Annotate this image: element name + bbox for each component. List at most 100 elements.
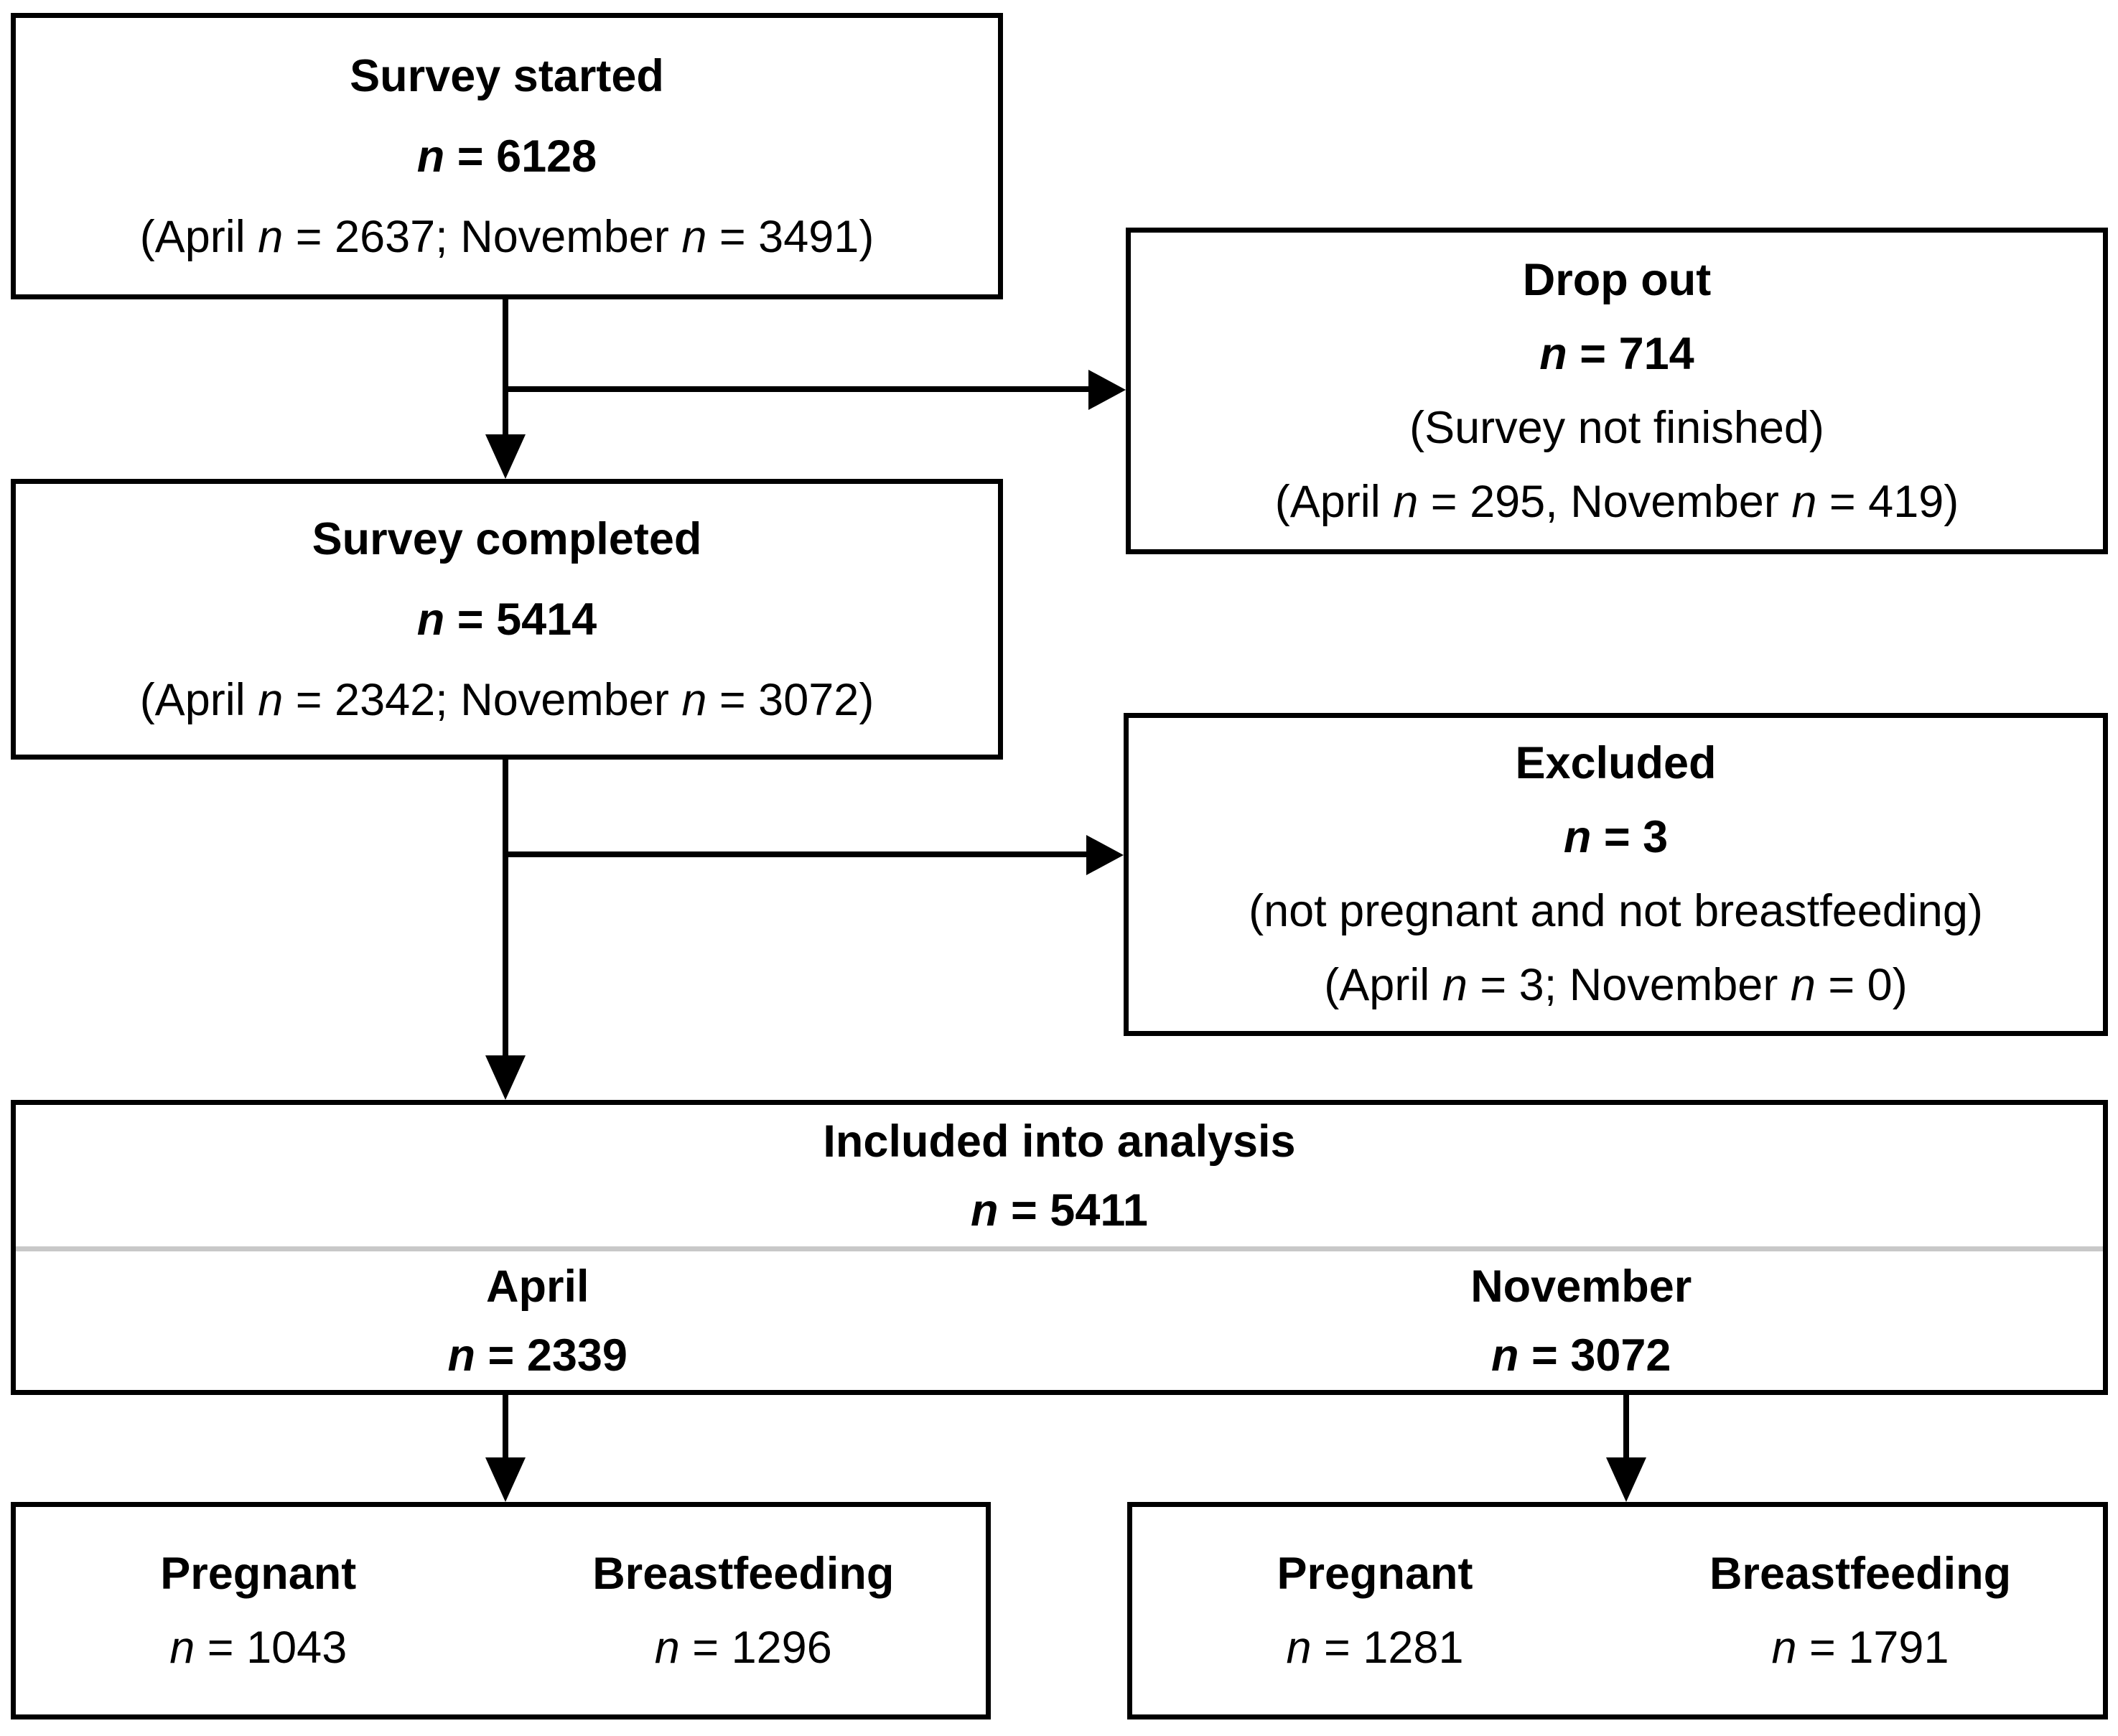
text-segment: (April: [139, 674, 258, 725]
text-segment: (April: [1324, 960, 1442, 1010]
text-line: Pregnant: [160, 1537, 356, 1611]
text-line: n = 2339: [448, 1321, 628, 1390]
italic-n-symbol: n: [447, 1330, 476, 1381]
italic-n-symbol: n: [1539, 328, 1567, 379]
text-segment: Excluded: [1515, 738, 1717, 788]
text-segment: = 3: [1591, 812, 1669, 862]
excluded-box: Excluded n = 3 (not pregnant and not breas…: [1124, 713, 2108, 1036]
text-line: (Survey not finished): [1409, 391, 1824, 465]
arrowhead-down-icon: [485, 1457, 526, 1502]
text-line: n = 1791: [1772, 1611, 1949, 1685]
text-line: Breastfeeding: [1709, 1537, 2011, 1611]
text-line: n = 5411: [971, 1176, 1148, 1245]
included-april-column: April n = 2339: [16, 1251, 1060, 1390]
included-analysis-header: Included into analysis n = 5411: [16, 1105, 2103, 1246]
text-line: n = 3072: [1491, 1321, 1671, 1390]
included-analysis-columns: April n = 2339 November n = 3072: [16, 1251, 2103, 1390]
text-segment: Survey completed: [312, 513, 702, 564]
text-segment: (April: [1274, 476, 1394, 527]
text-line: n = 1296: [655, 1611, 832, 1685]
text-segment: Breastfeeding: [592, 1548, 895, 1599]
november-outcomes-row: Pregnant n = 1281 Breastfeeding n = 1791: [1132, 1507, 2103, 1714]
text-segment: = 1043: [195, 1622, 347, 1673]
text-segment: = 3072: [1518, 1330, 1671, 1381]
text-line: (April n = 2342; November n = 3072): [140, 660, 874, 740]
text-line: Survey started: [350, 36, 664, 116]
text-segment: = 1791: [1796, 1622, 1949, 1673]
text-segment: = 1296: [679, 1622, 832, 1673]
included-analysis-divider: [16, 1246, 2103, 1251]
text-segment: = 0): [1815, 960, 1908, 1010]
november-breastfeeding-column: Breastfeeding n = 1791: [1618, 1507, 2103, 1714]
italic-n-symbol: n: [416, 131, 445, 182]
text-segment: Pregnant: [160, 1548, 357, 1599]
april-outcomes-row: Pregnant n = 1043 Breastfeeding n = 1296: [16, 1507, 986, 1714]
italic-n-symbol: n: [1286, 1622, 1312, 1673]
italic-n-symbol: n: [258, 674, 284, 725]
text-segment: = 5411: [998, 1185, 1148, 1236]
text-segment: Included into analysis: [823, 1116, 1296, 1167]
italic-n-symbol: n: [1791, 476, 1817, 527]
italic-n-symbol: n: [416, 594, 445, 645]
november-pregnant-column: Pregnant n = 1281: [1132, 1507, 1618, 1714]
text-segment: April: [485, 1261, 589, 1312]
italic-n-symbol: n: [1563, 812, 1592, 862]
flow-line-branch-to-excluded: [503, 851, 1086, 857]
november-outcomes-box: Pregnant n = 1281 Breastfeeding n = 1791: [1127, 1502, 2108, 1719]
text-line: n = 1281: [1287, 1611, 1464, 1685]
included-november-column: November n = 3072: [1060, 1251, 2104, 1390]
text-segment: Breastfeeding: [1709, 1548, 2012, 1599]
italic-n-symbol: n: [169, 1622, 195, 1673]
text-segment: = 2637; November: [283, 211, 682, 262]
arrowhead-down-icon: [1606, 1457, 1646, 1502]
flow-line-started-to-completed: [503, 299, 508, 436]
text-segment: = 2342; November: [283, 674, 682, 725]
italic-n-symbol: n: [971, 1185, 999, 1236]
text-segment: Drop out: [1522, 254, 1712, 305]
text-segment: = 6128: [444, 131, 597, 182]
flow-line-included-to-april-outcomes: [503, 1395, 508, 1459]
text-segment: = 3491): [706, 211, 874, 262]
april-pregnant-column: Pregnant n = 1043: [16, 1507, 501, 1714]
text-segment: = 2339: [475, 1330, 628, 1381]
text-segment: November: [1470, 1261, 1692, 1312]
text-line: November: [1470, 1252, 1692, 1321]
text-line: (April n = 295, November n = 419): [1275, 465, 1959, 539]
text-line: (not pregnant and not breastfeeding): [1249, 874, 1983, 948]
arrowhead-right-icon: [1088, 370, 1126, 410]
text-line: Pregnant: [1277, 1537, 1473, 1611]
text-line: April: [486, 1252, 589, 1321]
drop-out-box: Drop out n = 714 (Survey not finished) (Apr…: [1126, 228, 2108, 554]
italic-n-symbol: n: [1771, 1622, 1797, 1673]
text-line: n = 3: [1564, 801, 1668, 874]
flow-line-included-to-november-outcomes: [1623, 1395, 1629, 1459]
text-line: Excluded: [1515, 727, 1716, 801]
survey-started-box: Survey started n = 6128 (April n = 2637; N…: [11, 13, 1003, 299]
arrowhead-right-icon: [1086, 835, 1124, 875]
italic-n-symbol: n: [1790, 960, 1816, 1010]
italic-n-symbol: n: [1442, 960, 1468, 1010]
text-segment: = 295, November: [1418, 476, 1792, 527]
italic-n-symbol: n: [681, 674, 707, 725]
arrowhead-down-icon: [485, 434, 526, 479]
text-line: Included into analysis: [823, 1107, 1295, 1176]
text-line: n = 5414: [417, 579, 597, 660]
text-line: n = 1043: [169, 1611, 347, 1685]
text-segment: (not pregnant and not breastfeeding): [1249, 886, 1983, 936]
text-segment: Survey started: [350, 50, 664, 101]
text-segment: Pregnant: [1277, 1548, 1473, 1599]
flow-line-branch-to-drop-out: [503, 386, 1088, 392]
italic-n-symbol: n: [681, 211, 707, 262]
text-segment: = 419): [1816, 476, 1959, 527]
arrowhead-down-icon: [485, 1055, 526, 1100]
text-segment: (April: [139, 211, 258, 262]
italic-n-symbol: n: [1491, 1330, 1519, 1381]
text-line: n = 714: [1539, 317, 1694, 391]
flow-line-completed-to-included: [503, 760, 508, 1057]
text-line: Breastfeeding: [592, 1537, 894, 1611]
text-line: n = 6128: [417, 116, 597, 197]
text-line: (April n = 2637; November n = 3491): [140, 197, 874, 277]
text-line: Survey completed: [312, 499, 702, 579]
april-outcomes-box: Pregnant n = 1043 Breastfeeding n = 1296: [11, 1502, 991, 1719]
